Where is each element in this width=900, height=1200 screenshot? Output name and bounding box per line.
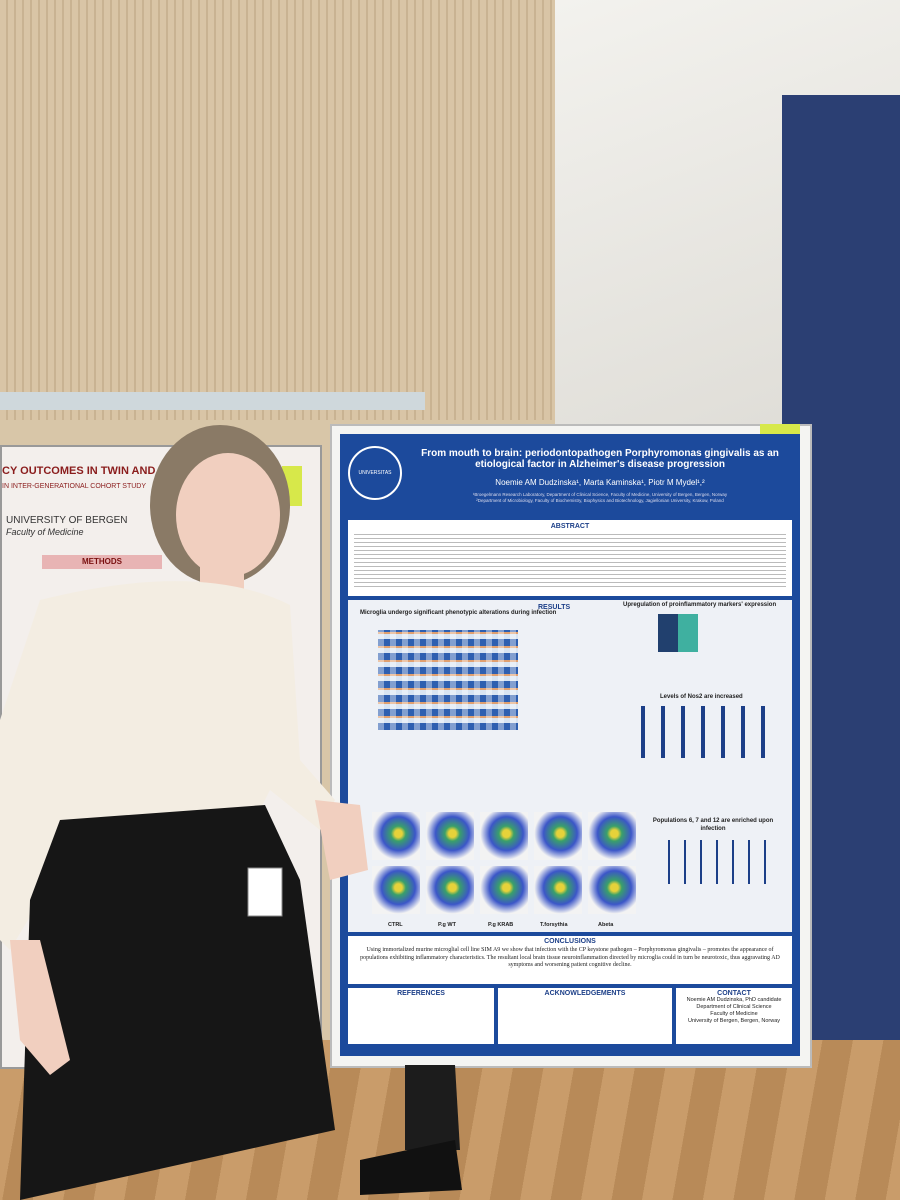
group-label: P.g KRAB — [488, 922, 514, 928]
poster-title: From mouth to brain: periodontopathogen … — [421, 448, 779, 470]
conclusion-text: Using immortalized murine microglial cel… — [360, 947, 780, 968]
abstract-box: ABSTRACT — [348, 520, 792, 596]
group-label: CTRL — [388, 922, 403, 928]
marker-heatmap — [658, 614, 698, 652]
group-label: P.g WT — [438, 922, 456, 928]
methods-header: METHODS — [42, 555, 162, 569]
section-header: RESULTS — [538, 604, 571, 611]
contact-line: University of Bergen, Bergen, Norway — [687, 1017, 780, 1024]
umap-grid — [368, 810, 646, 920]
poster: UNIVERSITAS BERGENSIS From mouth to brai… — [340, 434, 800, 1056]
panel-title: Upregulation of proinflammatory markers'… — [623, 602, 777, 608]
authors: Noemie AM Dudzinska¹, Marta Kaminska¹, P… — [495, 478, 705, 487]
bar-plot — [658, 840, 768, 884]
references-box: REFERENCES — [348, 988, 494, 1044]
wall — [0, 0, 560, 420]
contact-line: Noemie AM Dudzinska, PhD candidate — [686, 997, 782, 1003]
light-rail — [0, 392, 425, 410]
section-header: CONCLUSIONS — [544, 938, 596, 945]
affiliation: ²Department of Microbiology, Faculty of … — [476, 498, 724, 503]
panel-title: Levels of Nos2 are increased — [660, 694, 743, 700]
section-header: ACKNOWLEDGEMENTS — [544, 990, 626, 997]
conclusions-box: CONCLUSIONS Using immortalized murine mi… — [348, 936, 792, 984]
heatmap — [378, 630, 518, 730]
group-label: Abeta — [598, 922, 614, 928]
section-header: CONTACT — [717, 990, 751, 997]
section-header: ABSTRACT — [550, 523, 590, 530]
panel-title: Populations 6, 7 and 12 are enriched upo… — [652, 818, 774, 832]
section-header: REFERENCES — [397, 990, 445, 997]
group-label: T.forsythia — [540, 922, 568, 928]
university: UNIVERSITY OF BERGEN — [6, 515, 128, 526]
contact-box: CONTACT Noemie AM Dudzinska, PhD candida… — [676, 988, 792, 1044]
contact-line: Department of Clinical Science — [696, 1003, 772, 1010]
contact-line: Faculty of Medicine — [710, 1010, 758, 1017]
faculty: Faculty of Medicine — [6, 527, 84, 537]
left-subtitle: IN INTER-GENERATIONAL COHORT STUDY — [2, 483, 147, 490]
bar-plots — [633, 706, 773, 758]
results-box: RESULTS Microglia undergo significant ph… — [348, 600, 792, 932]
abstract-text — [354, 534, 786, 590]
affiliation: ¹Broegelmann Research Laboratory, Depart… — [472, 492, 728, 497]
acknowledgements-box: ACKNOWLEDGEMENTS — [498, 988, 672, 1044]
panel-title: Microglia undergo significant phenotypic… — [360, 610, 557, 616]
